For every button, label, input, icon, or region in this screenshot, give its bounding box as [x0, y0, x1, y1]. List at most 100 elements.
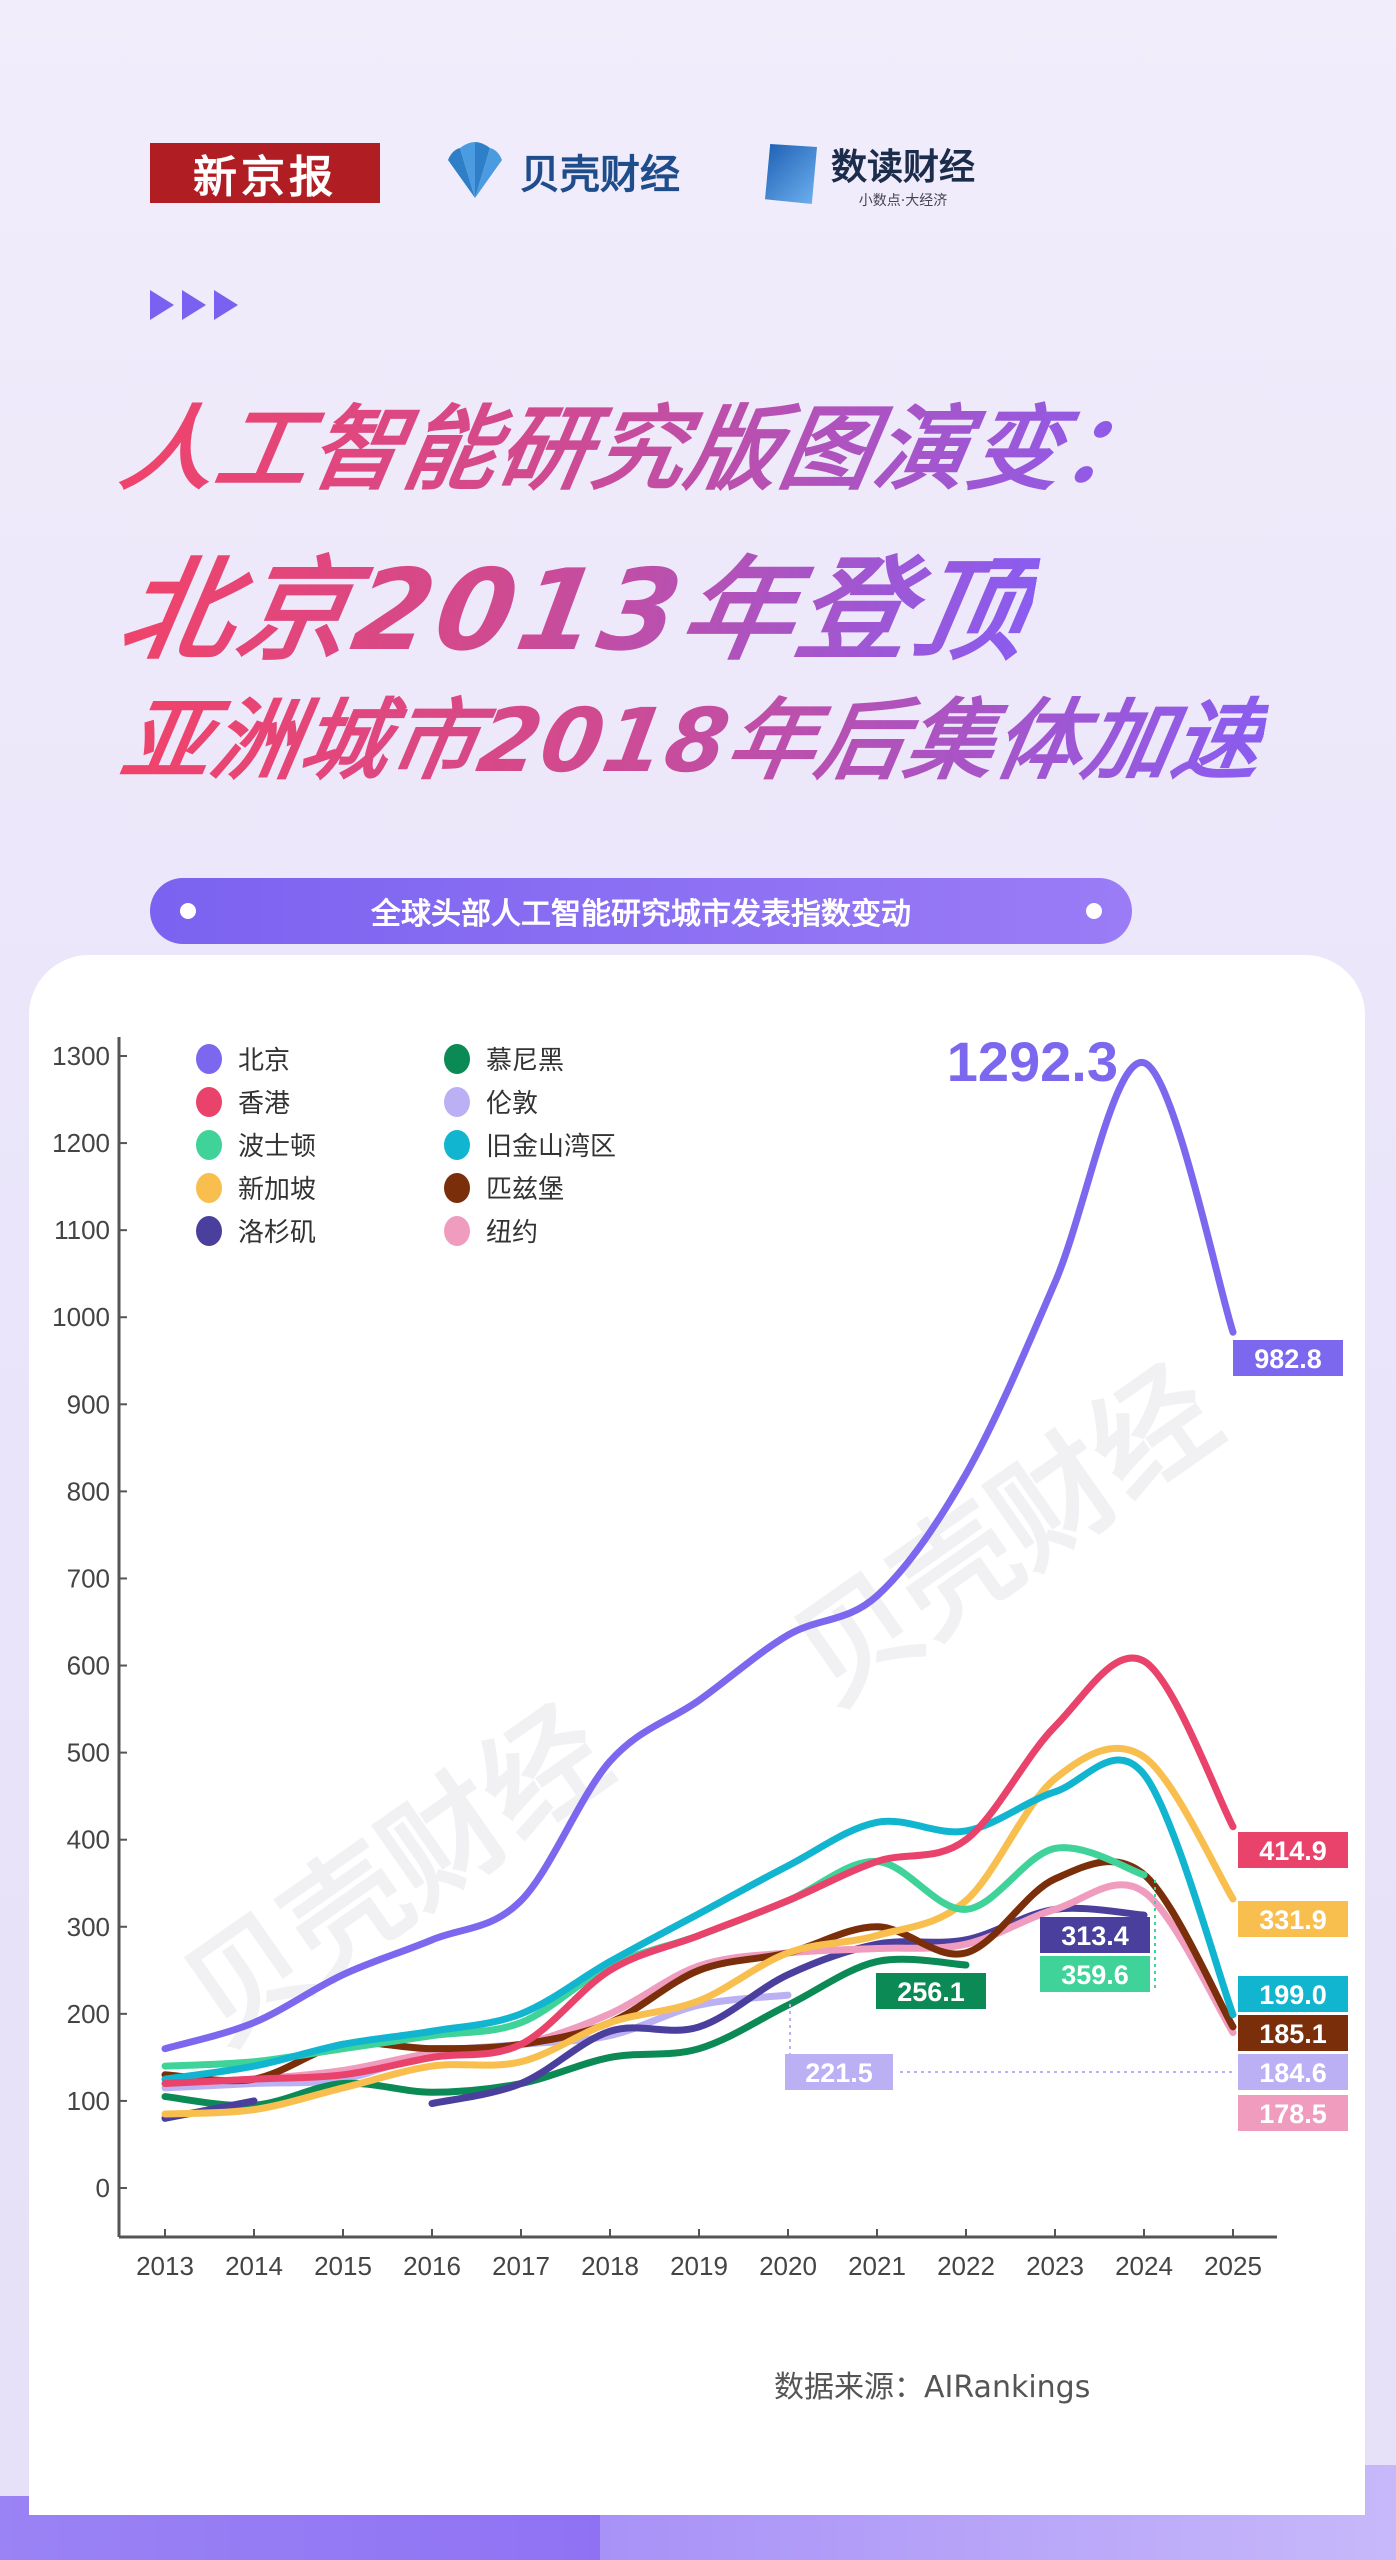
x-tick-label: 2015 [314, 2251, 372, 2281]
x-tick-label: 2020 [759, 2251, 817, 2281]
y-tick-label: 600 [67, 1651, 110, 1681]
legend-item: 新加坡 [196, 1169, 316, 1206]
series-line-旧金山湾区 [161, 1756, 1237, 2083]
y-tick-label: 300 [67, 1912, 110, 1942]
legend-dot-icon [444, 1215, 470, 1246]
end-arrows-icon: ▶▶▶ [1302, 2482, 1344, 2506]
y-tick-label: 1000 [52, 1302, 110, 1332]
end-label-新加坡-box [1238, 1901, 1348, 1937]
dot-icon [180, 903, 196, 919]
series-line-波士顿 [161, 1844, 1148, 2070]
y-tick-label: 800 [67, 1476, 110, 1506]
x-tick-label: 2014 [225, 2251, 283, 2281]
end-label-香港-box [1238, 1832, 1348, 1868]
legend-item: 北京 [196, 1040, 290, 1077]
legend-item: 洛杉矶 [196, 1212, 316, 1249]
end-label-慕尼黑-box [876, 1973, 986, 2009]
end-label-波士顿: 359.6 [1061, 1960, 1129, 1990]
beike-logo: 贝壳财经 [440, 140, 680, 202]
shell-icon [448, 142, 502, 198]
y-tick-label: 1200 [52, 1128, 110, 1158]
x-tick-label: 2018 [581, 2251, 639, 2281]
x-tick-label: 2021 [848, 2251, 906, 2281]
series-line-新加坡 [161, 1744, 1237, 2118]
y-tick-label: 1300 [52, 1041, 110, 1071]
end-label-波士顿-box [1040, 1956, 1150, 1992]
end-label-北京-box [1233, 1340, 1343, 1376]
shudu-logo: 数读财经小数点·大经济 [765, 138, 975, 210]
x-tick-label: 2025 [1204, 2251, 1262, 2281]
series-line-北京 [161, 1059, 1237, 2053]
legend-item: 匹兹堡 [444, 1169, 564, 1206]
legend-label: 伦敦 [486, 1089, 539, 1119]
x-tick-label: 2019 [670, 2251, 728, 2281]
chart-card [29, 955, 1365, 2515]
legend-dot-icon [196, 1129, 222, 1160]
shudu-slogan: 小数点·大经济 [858, 193, 948, 209]
legend-label: 纽约 [486, 1218, 539, 1248]
legend-dot-icon [444, 1129, 470, 1160]
series-line-慕尼黑 [161, 1955, 970, 2110]
data-source: 数据来源：AIRankings [774, 2370, 1091, 2405]
mid-label-伦敦: 221.5 [805, 2058, 873, 2088]
legend-label: 慕尼黑 [486, 1046, 565, 1076]
x-tick-label: 2017 [492, 2251, 550, 2281]
end-label-新加坡: 331.9 [1259, 1905, 1327, 1935]
end-label-纽约-box [1238, 2095, 1348, 2131]
legend-label: 新加坡 [238, 1175, 317, 1205]
x-tick-label: 2023 [1026, 2251, 1084, 2281]
end-label-洛杉矶: 313.4 [1061, 1921, 1129, 1951]
x-tick-label: 2022 [937, 2251, 995, 2281]
legend-label: 北京 [238, 1046, 291, 1076]
y-tick-label: 200 [67, 1999, 110, 2029]
legend-dot-icon [196, 1086, 222, 1117]
end-label-伦敦: 184.6 [1259, 2058, 1327, 2088]
y-tick-label: 1100 [54, 1215, 110, 1245]
series-line-伦敦 [161, 1991, 792, 2092]
triple-arrow-icon [150, 290, 238, 320]
y-tick-label: 500 [67, 1738, 110, 1768]
legend-label: 香港 [238, 1089, 291, 1119]
y-tick-label: 900 [67, 1389, 110, 1419]
chart-title: 全球头部人工智能研究城市发表指数变动 [371, 897, 911, 932]
legend-item: 香港 [196, 1083, 290, 1120]
end-label-北京: 982.8 [1254, 1344, 1322, 1374]
legend-item: 伦敦 [444, 1083, 538, 1120]
series-line-香港 [161, 1654, 1237, 2088]
end-label-纽约: 178.5 [1259, 2099, 1327, 2129]
y-tick-label: 100 [67, 2086, 110, 2116]
legend-label: 旧金山湾区 [486, 1132, 617, 1162]
shudu-logo-icon [765, 144, 817, 204]
x-tick-label: 2016 [403, 2251, 461, 2281]
shudu-logo-text: 数读财经 [831, 147, 976, 188]
dot-icon [1086, 903, 1102, 919]
legend-item: 旧金山湾区 [444, 1126, 616, 1163]
end-label-香港: 414.9 [1259, 1836, 1327, 1866]
legend-item: 波士顿 [196, 1126, 316, 1163]
mid-label-伦敦-box [785, 2054, 893, 2090]
end-label-匹兹堡: 185.1 [1259, 2019, 1327, 2049]
legend-dot-icon [196, 1215, 222, 1246]
legend-dot-icon [196, 1043, 222, 1074]
end-label-伦敦-box [1238, 2054, 1348, 2090]
beike-logo-text: 贝壳财经 [520, 152, 680, 198]
legend-label: 波士顿 [238, 1132, 317, 1162]
end-label-匹兹堡-box [1238, 2015, 1348, 2051]
end-label-慕尼黑: 256.1 [897, 1977, 965, 2007]
legend-item: 慕尼黑 [444, 1040, 564, 1077]
legend-label: 洛杉矶 [238, 1218, 317, 1248]
end-label-旧金山湾区-box [1238, 1976, 1348, 2012]
y-tick-label: 700 [67, 1563, 110, 1593]
legend-dot-icon [196, 1172, 222, 1203]
legend-dot-icon [444, 1043, 470, 1074]
end-label-洛杉矶-box [1040, 1917, 1150, 1953]
y-tick-label: 400 [67, 1825, 110, 1855]
legend-dot-icon [444, 1086, 470, 1117]
series-line-纽约 [161, 1881, 1237, 2088]
legend-dot-icon [444, 1172, 470, 1203]
legend-item: 纽约 [444, 1212, 538, 1249]
end-label-旧金山湾区: 199.0 [1259, 1980, 1327, 2010]
chart-title-bar: 全球头部人工智能研究城市发表指数变动 [150, 878, 1132, 944]
